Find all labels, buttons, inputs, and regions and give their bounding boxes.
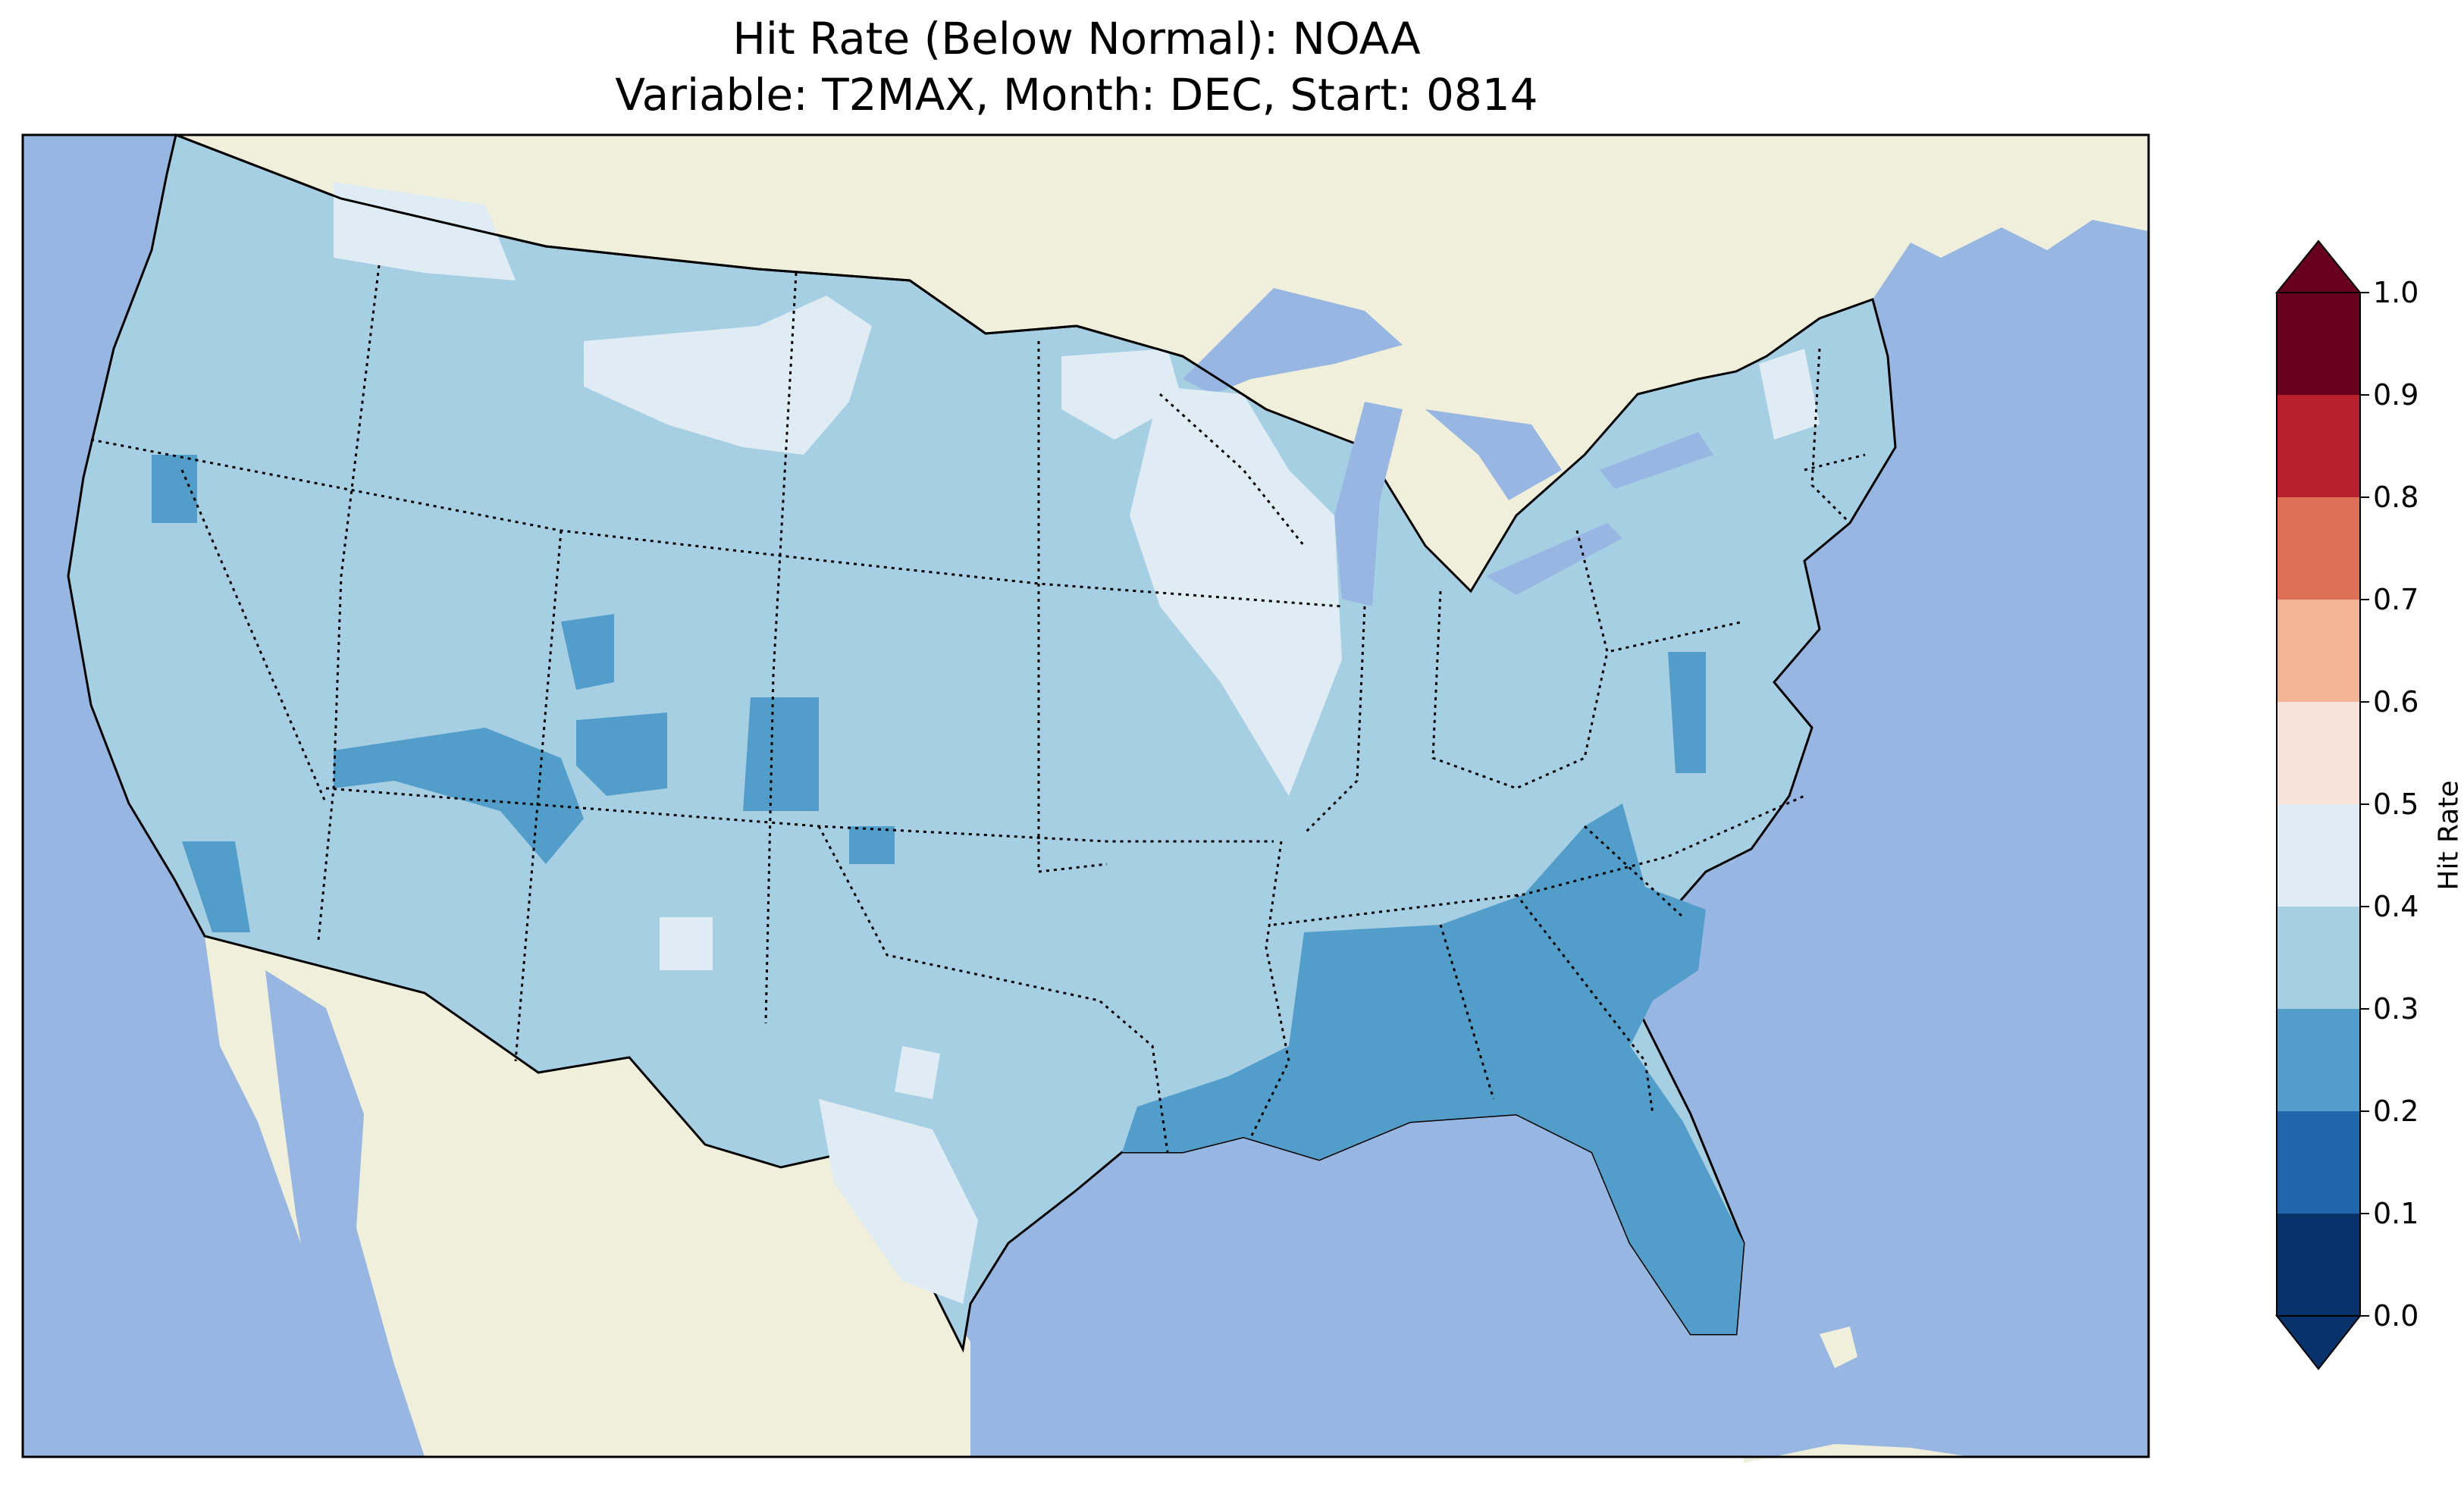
colorbar-bin-0.7-0.8 <box>2277 497 2360 600</box>
gulf-of-california <box>265 970 425 1457</box>
colorbar-tick-0.0: 0.0 <box>2373 1299 2419 1333</box>
bin-0-4-0-5-regions <box>334 182 1820 1304</box>
colorbar <box>2274 240 2369 1370</box>
island <box>1820 1326 1857 1368</box>
colorbar-tick-marks <box>2360 292 2369 1317</box>
canada-border <box>175 133 1267 411</box>
colorbar-bin-0.9-1.0 <box>2277 293 2360 395</box>
colorbar-tick-0.3: 0.3 <box>2373 992 2419 1026</box>
colorbar-tick-0.7: 0.7 <box>2373 583 2419 616</box>
colorbar-label: Hit Rate <box>2433 780 2464 891</box>
colorbar-tick-0.9: 0.9 <box>2373 378 2419 412</box>
lake-michigan <box>1334 402 1403 606</box>
colorbar-tick-1.0: 1.0 <box>2373 276 2419 309</box>
colorbar-bin-0.4-0.5 <box>2277 804 2360 907</box>
colorbar-tick-0.2: 0.2 <box>2373 1095 2419 1128</box>
map-frame <box>21 133 2150 1458</box>
chart-title-line-2: Variable: T2MAX, Month: DEC, Start: 0814 <box>615 69 1538 121</box>
colorbar-tick-0.1: 0.1 <box>2373 1197 2419 1230</box>
colorbar-bin-0.0-0.1 <box>2277 1214 2360 1316</box>
colorbar-bin-0.8-0.9 <box>2277 395 2360 497</box>
colorbar-extend-max <box>2274 240 2362 293</box>
colorbar-tick-0.8: 0.8 <box>2373 481 2419 514</box>
cuba-land <box>1744 1444 1971 1463</box>
lake-huron <box>1425 409 1562 500</box>
colorbar-bin-0.3-0.4 <box>2277 907 2360 1009</box>
chart-title-line-1: Hit Rate (Below Normal): NOAA <box>732 13 1421 64</box>
mexico-land <box>205 936 970 1457</box>
colorbar-bin-0.6-0.7 <box>2277 600 2360 702</box>
map-panel <box>21 133 2150 1463</box>
colorbar-tick-0.5: 0.5 <box>2373 788 2419 821</box>
lake-superior <box>1183 288 1403 394</box>
colorbar-tick-0.6: 0.6 <box>2373 685 2419 719</box>
bin-0-2-0-3-regions <box>152 455 1744 1334</box>
colorbar-extend-min <box>2274 1315 2362 1370</box>
lake-erie <box>1486 523 1622 595</box>
state-borders <box>90 265 1866 1153</box>
colorbar-bin-0.5-0.6 <box>2277 702 2360 804</box>
lake-ontario <box>1600 432 1713 489</box>
canada-land <box>176 135 2149 591</box>
colorbar-bin-0.2-0.3 <box>2277 1009 2360 1111</box>
colorbar-bin-0.1-0.2 <box>2277 1111 2360 1214</box>
colorbar-tick-0.4: 0.4 <box>2373 890 2419 923</box>
